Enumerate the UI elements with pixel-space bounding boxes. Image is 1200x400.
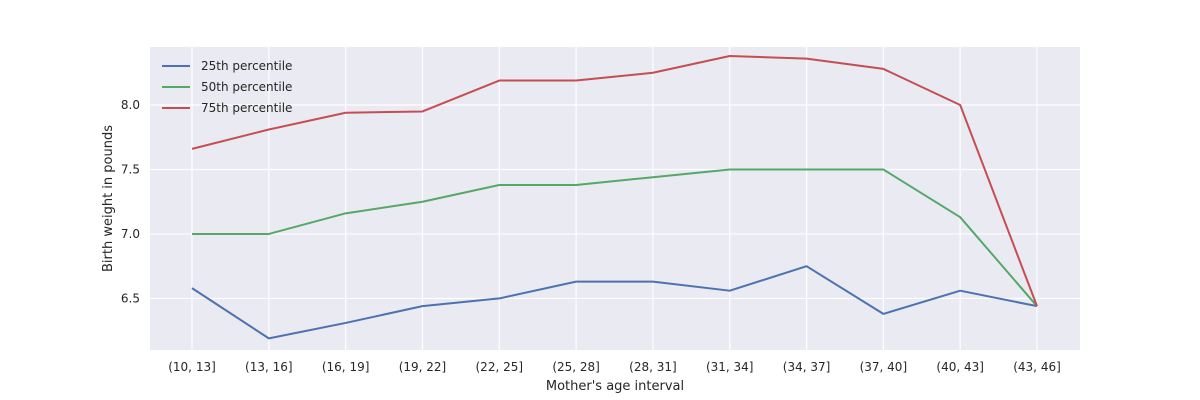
series-layer <box>191 55 1038 340</box>
x-tick-label: (16, 19] <box>322 360 370 374</box>
x-tick-label: (25, 28] <box>552 360 600 374</box>
legend: 25th percentile 50th percentile 75th perce… <box>162 59 292 115</box>
x-tick-label: (13, 16] <box>245 360 293 374</box>
x-tick-label: (37, 40] <box>860 360 908 374</box>
plot-area <box>150 47 1080 350</box>
x-axis-label: Mother's age interval <box>546 379 684 394</box>
x-tick-label: (10, 13] <box>168 360 216 374</box>
x-tick-label: (22, 25] <box>476 360 524 374</box>
x-tick-label: (28, 31] <box>629 360 677 374</box>
x-tick-label: (34, 37] <box>783 360 831 374</box>
grid <box>150 47 1080 350</box>
x-tick-label: (43, 46] <box>1013 360 1061 374</box>
x-tick-labels: (10, 13] (13, 16] (16, 19] (19, 22] (22, 25]… <box>168 360 1061 374</box>
legend-entry: 75th percentile <box>201 101 292 115</box>
series-line-2 <box>192 168 1038 307</box>
series-line-1 <box>191 265 1038 340</box>
y-tick-label: 7.0 <box>121 227 140 241</box>
y-axis-label: Birth weight in pounds <box>101 125 116 272</box>
x-tick-label: (31, 34] <box>706 360 754 374</box>
y-tick-label: 7.5 <box>121 162 140 176</box>
x-tick-label: (19, 22] <box>399 360 447 374</box>
y-tick-label: 6.5 <box>121 291 140 305</box>
y-tick-labels: 6.5 7.0 7.5 8.0 <box>121 98 140 305</box>
series-line-3 <box>191 55 1038 307</box>
x-tick-label: (40, 43] <box>936 360 984 374</box>
y-tick-label: 8.0 <box>121 98 140 112</box>
legend-entry: 50th percentile <box>201 80 292 94</box>
legend-entry: 25th percentile <box>201 59 292 73</box>
